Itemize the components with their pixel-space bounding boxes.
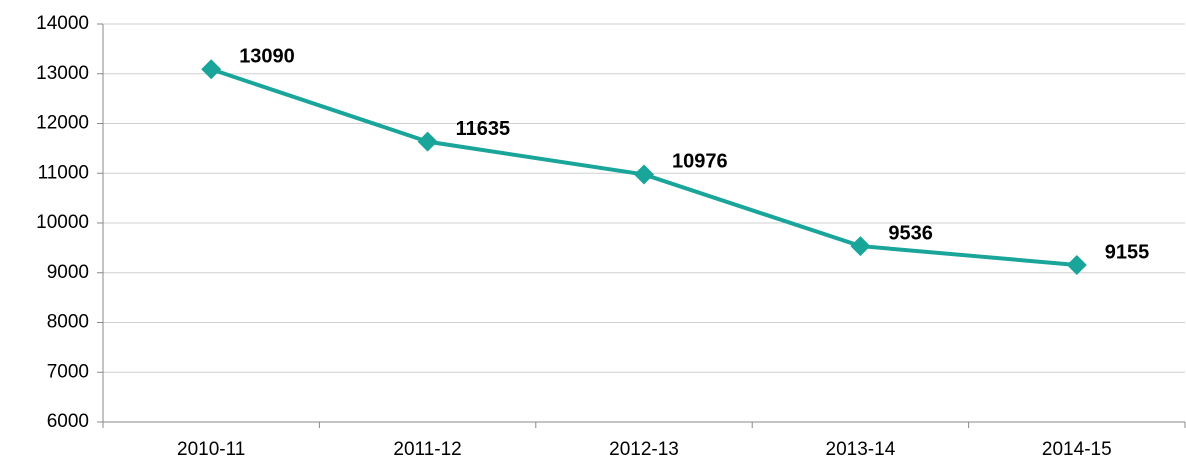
data-label: 11635	[456, 118, 511, 140]
data-label: 10976	[672, 151, 728, 173]
y-tick-label: 7000	[47, 361, 89, 382]
data-label: 9536	[888, 222, 933, 244]
y-tick-label: 9000	[47, 262, 89, 283]
data-label: 13090	[239, 46, 295, 68]
y-tick-label: 13000	[36, 63, 89, 84]
data-label: 9155	[1105, 241, 1150, 263]
marker	[634, 164, 654, 185]
x-tick-label: 2013-14	[826, 439, 896, 460]
x-tick-label: 2010-11	[177, 439, 245, 460]
y-tick-label: 14000	[36, 13, 89, 34]
marker	[850, 236, 871, 257]
marker	[1066, 255, 1087, 276]
marker	[417, 131, 438, 152]
y-tick-label: 11000	[38, 162, 89, 183]
y-tick-label: 8000	[47, 312, 89, 333]
y-tick-label: 6000	[47, 411, 89, 432]
y-tick-label: 10000	[36, 212, 89, 233]
x-tick-label: 2012-13	[609, 439, 679, 460]
marker	[201, 59, 222, 80]
y-tick-label: 12000	[36, 113, 89, 134]
x-tick-label: 2014-15	[1042, 439, 1112, 460]
x-tick-label: 2011-12	[393, 439, 461, 460]
